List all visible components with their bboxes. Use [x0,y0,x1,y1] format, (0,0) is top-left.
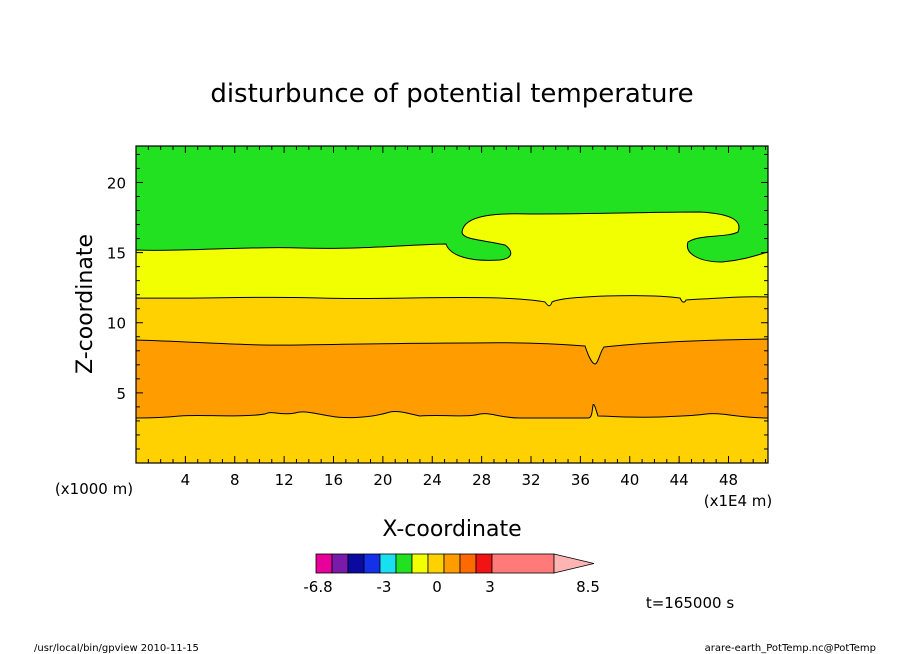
colorbar-swatch [379,553,397,574]
y-tick-label: 5 [116,385,126,403]
plot-frame [135,145,769,464]
x-tick-label: 28 [472,471,491,489]
x-tick-label: 48 [719,471,738,489]
y-tick-label: 20 [107,174,126,192]
x-tick-label: 32 [521,471,540,489]
colorbar-swatch [491,553,555,574]
chart-title: disturbunce of potential temperature [210,79,693,109]
y-ticks: 5 10 15 20 [107,153,768,450]
time-label: t=165000 s [646,594,734,612]
x-ticks: 4 8 12 16 20 24 28 32 36 40 44 48 [147,146,767,489]
colorbar: -6.8 -3 0 3 8.5 [303,553,600,596]
x-tick-label: 36 [571,471,590,489]
colorbar-swatch [331,553,349,574]
colorbar-swatch [459,553,477,574]
x-tick-label: 20 [373,471,392,489]
colorbar-label: -6.8 [303,578,332,596]
colorbar-swatch [347,553,365,574]
colorbar-label: 8.5 [576,578,600,596]
x-tick-label: 12 [275,471,294,489]
x-axis-label: X-coordinate [382,517,521,542]
y-axis-label: Z-coordinate [73,234,98,374]
x-tick-label: 24 [423,471,442,489]
x-tick-label: 44 [670,471,689,489]
colorbar-label: -3 [377,578,392,596]
footer-left: /usr/local/bin/gpview 2010-11-15 [34,643,199,654]
colorbar-swatch [427,553,445,574]
colorbar-arrow [553,553,595,574]
x-unit-label: (x1E4 m) [704,492,773,510]
x-tick-label: 40 [620,471,639,489]
colorbar-label: 0 [432,578,442,596]
x-tick-label: 8 [230,471,240,489]
x-tick-label: 16 [324,471,343,489]
colorbar-swatch [363,553,381,574]
footer-right: arare-earth_PotTemp.nc@PotTemp [705,643,876,654]
colorbar-swatch [411,553,429,574]
y-tick-label: 15 [107,245,126,263]
x-tick-label: 4 [181,471,191,489]
y-unit-label: (x1000 m) [55,480,133,498]
colorbar-swatch [475,553,493,574]
colorbar-swatch [315,553,333,574]
band-middle [136,338,768,419]
colorbar-label: 3 [485,578,495,596]
colorbar-swatch [395,553,413,574]
colorbar-swatch [443,553,461,574]
y-tick-label: 10 [107,315,126,333]
